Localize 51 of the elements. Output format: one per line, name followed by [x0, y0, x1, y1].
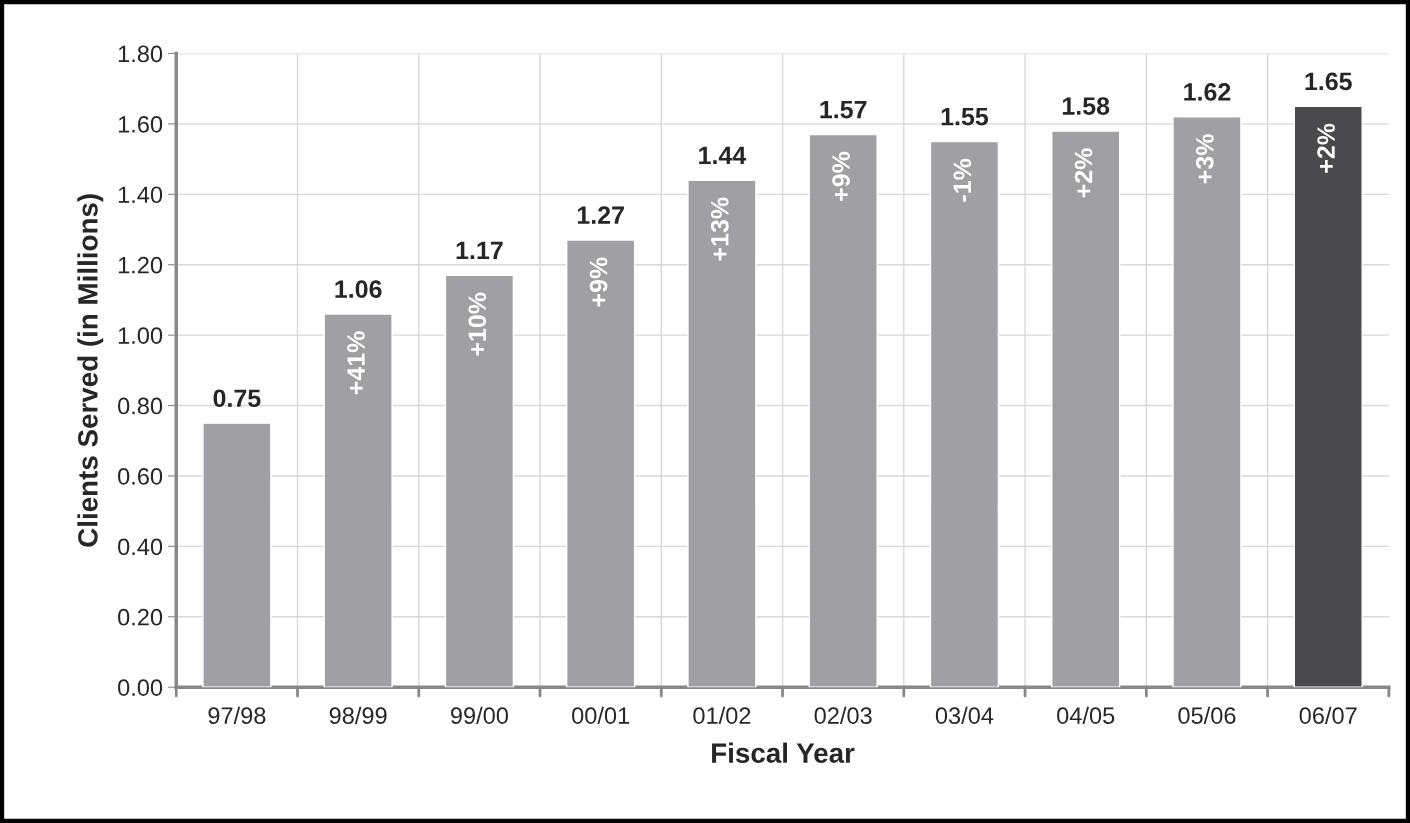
x-tick-label: 02/03 [814, 706, 872, 724]
data-label: 1.65 [1305, 72, 1352, 91]
y-tick-label: 1.20 [118, 256, 163, 274]
bar [1293, 105, 1363, 688]
annotation: +10% [468, 292, 487, 356]
y-tick-label: 1.80 [118, 45, 163, 63]
bar [323, 313, 393, 688]
data-label: 1.57 [820, 100, 867, 119]
annotation: +2% [1074, 148, 1093, 198]
bar [929, 140, 1000, 688]
bar [202, 422, 272, 688]
bar [808, 133, 878, 688]
annotation: +2% [1317, 123, 1335, 173]
y-tick-label: 1.60 [118, 115, 163, 133]
x-axis-title: Fiscal Year [712, 742, 855, 763]
y-tick-label: 1.00 [118, 327, 163, 344]
x-tick-label: 06/07 [1299, 706, 1357, 724]
bar [687, 179, 757, 688]
y-tick-label: 0.00 [118, 679, 163, 696]
y-tick-label: 1.40 [118, 186, 163, 204]
data-label: 1.58 [1062, 97, 1110, 115]
bar [566, 239, 636, 688]
annotation: +3% [1195, 134, 1214, 184]
x-tick-label: 04/05 [1057, 706, 1115, 724]
x-tick-label: 03/04 [935, 706, 994, 724]
x-tick-label: 98/99 [329, 706, 387, 724]
annotation: +9% [589, 257, 608, 307]
y-tick-label: 0.20 [118, 608, 163, 626]
data-label: 0.75 [213, 389, 261, 408]
annotation: +41% [347, 331, 365, 395]
bar [444, 274, 515, 688]
y-tick-label: 0.80 [118, 397, 163, 415]
annotation: +9% [832, 151, 850, 201]
y-tick-label: 0.60 [118, 468, 163, 485]
data-label: 1.06 [335, 280, 382, 298]
x-tick-label: 00/01 [572, 706, 630, 724]
bar [1051, 130, 1121, 688]
data-label: 1.27 [577, 206, 624, 224]
y-tick-label: 0.40 [118, 538, 163, 556]
data-label: 1.62 [1184, 83, 1231, 101]
data-label: 1.17 [456, 241, 503, 259]
annotation: +13% [710, 197, 729, 261]
x-tick-label: 99/00 [450, 706, 509, 724]
data-label: 1.44 [699, 146, 747, 164]
x-tick-label: 97/98 [208, 706, 266, 724]
x-tick-label: 01/02 [693, 706, 751, 724]
bar [1172, 116, 1242, 688]
annotation: -1% [953, 158, 972, 202]
x-tick-label: 05/06 [1178, 706, 1236, 724]
y-axis-title: Clients Served (in Millions) [77, 194, 104, 547]
data-label: 1.55 [941, 108, 989, 126]
